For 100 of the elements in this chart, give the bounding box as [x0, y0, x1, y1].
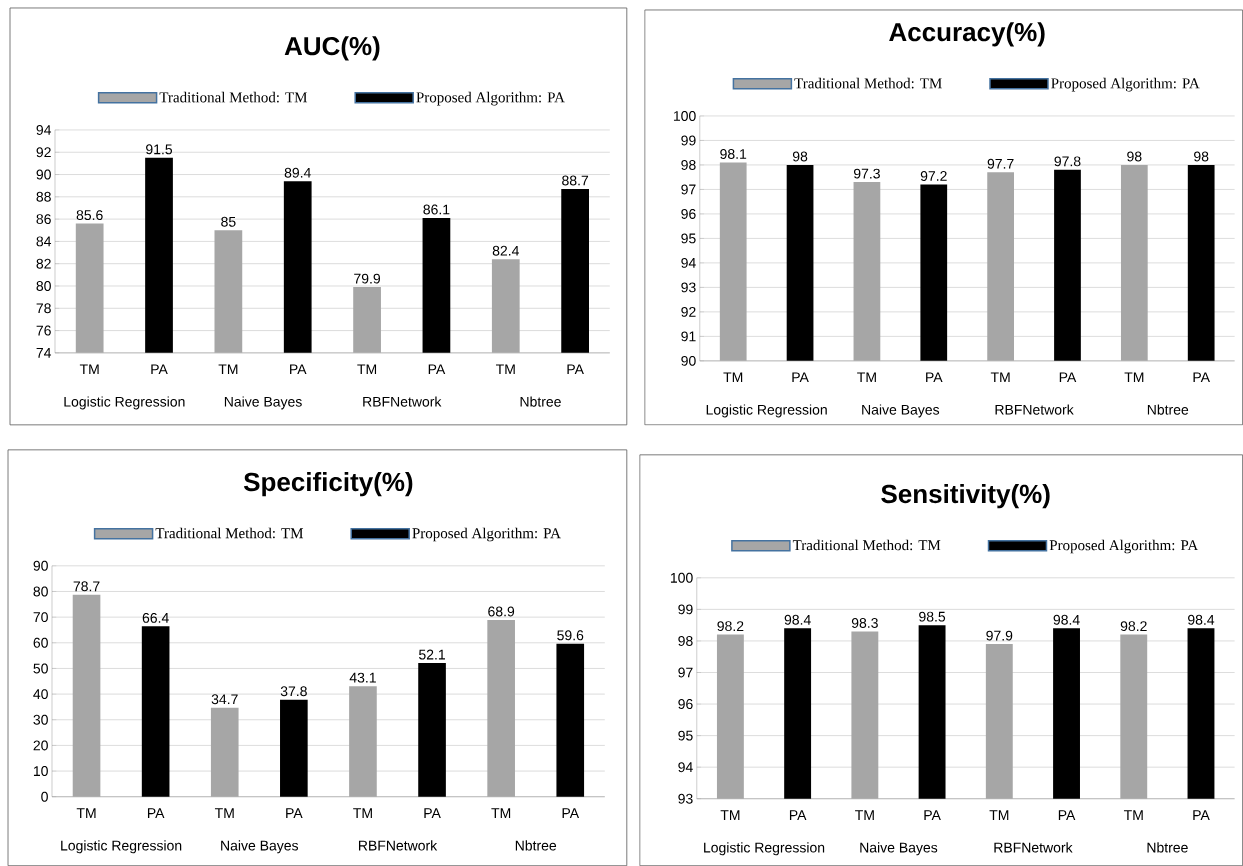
x-tick-label: PA: [1059, 372, 1077, 382]
x-tick-label: PA: [147, 808, 165, 818]
x-tick-label: PA: [1193, 810, 1210, 820]
data-label: 98.1: [720, 148, 747, 159]
x-tick-label: PA: [567, 364, 584, 374]
data-label: 97.8: [1054, 156, 1081, 167]
text: Naive Bayes: [221, 840, 299, 854]
legend-label: Traditional Method: TM: [159, 91, 308, 103]
y-tick-label: 92: [681, 306, 696, 317]
legend-label: Traditional Method: TM: [794, 77, 942, 89]
x-tick-label: TM: [76, 808, 96, 818]
text: RBFNetwork: [995, 404, 1074, 415]
y-tick-label: 78: [36, 303, 51, 314]
legend-label: Proposed Algorithm: PA: [416, 91, 565, 106]
x-tick-label: TM: [353, 808, 372, 818]
data-label: 78.7: [73, 581, 100, 592]
text: RBFNetwork: [358, 840, 438, 851]
text: Logistic Regression: [64, 396, 185, 410]
y-tick-label: 10: [33, 766, 48, 776]
data-label: 88.7: [562, 175, 589, 186]
x-tick-label: PA: [424, 808, 441, 818]
data-label: 37.8: [280, 686, 307, 697]
text: Logistic Regression: [61, 840, 182, 854]
x-tick-label: TM: [1123, 810, 1143, 820]
x-tick-label: PA: [151, 364, 168, 374]
y-tick-label: 99: [678, 604, 693, 615]
x-tick-label: TM: [491, 808, 511, 818]
y-tick-label: 40: [33, 689, 48, 700]
data-label: 86.1: [423, 204, 450, 215]
data-label: 97.2: [920, 171, 947, 181]
text: Naive Bayes: [224, 396, 302, 410]
data-label: 97.7: [987, 158, 1014, 169]
y-tick-label: 98: [678, 635, 693, 646]
y-tick-label: 94: [678, 762, 693, 773]
text: Naive Bayes: [860, 842, 938, 856]
bar: [280, 699, 308, 797]
data-label: 52.1: [419, 649, 445, 660]
text: Logistic Regression: [704, 842, 825, 856]
data-label: 98.2: [717, 621, 744, 632]
chart-title: AUC(%): [284, 36, 380, 61]
y-tick-label: 94: [36, 124, 52, 135]
data-label: 98: [1194, 151, 1209, 162]
x-tick-label: TM: [357, 364, 377, 374]
x-tick-label: TM: [857, 372, 876, 382]
y-tick-label: 97: [681, 184, 696, 195]
data-label: 79.9: [354, 273, 381, 284]
data-label: 98.5: [919, 611, 946, 622]
data-label: 98.2: [1120, 621, 1147, 632]
y-tick-label: 94: [681, 257, 696, 268]
x-tick-label: TM: [989, 810, 1009, 820]
x-tick-label: PA: [792, 372, 809, 382]
legend-label: Proposed Algorithm: PA: [412, 527, 561, 542]
data-label: 98.3: [851, 617, 878, 628]
x-tick-label: TM: [720, 810, 740, 820]
data-label: 66.4: [142, 612, 169, 623]
y-tick-label: 82: [36, 258, 51, 269]
y-tick-label: 50: [33, 663, 48, 674]
y-tick-label: 0: [41, 791, 48, 802]
x-tick-label: PA: [924, 810, 941, 820]
y-tick-label: 93: [681, 282, 696, 293]
x-tick-label: TM: [79, 364, 99, 374]
legend-label: Traditional Method: TM: [792, 539, 941, 551]
text: RBFNetwork: [994, 842, 1073, 853]
y-tick-label: 91: [681, 331, 696, 342]
legend-label: Proposed Algorithm: PA: [1051, 77, 1200, 92]
data-label: 98: [792, 151, 808, 162]
x-tick-label: PA: [290, 364, 307, 374]
chart-title: Sensitivity(%): [881, 484, 1050, 509]
y-tick-label: 86: [36, 214, 51, 225]
x-tick-label: PA: [1058, 810, 1076, 820]
data-label: 68.9: [488, 606, 515, 617]
y-tick-label: 99: [681, 135, 696, 146]
x-tick-label: TM: [214, 808, 234, 818]
y-tick-label: 96: [681, 208, 696, 219]
y-tick-label: 70: [33, 612, 48, 623]
bar: [141, 626, 170, 797]
data-label: 98.4: [1053, 614, 1080, 625]
text: RBFNetwork: [363, 396, 442, 407]
y-tick-label: 90: [681, 355, 696, 366]
y-tick-label: 98: [681, 159, 696, 170]
x-tick-label: TM: [218, 364, 238, 374]
chart-title: Accuracy(%): [889, 22, 1045, 47]
legend-label: Traditional Method: TM: [155, 527, 304, 539]
data-label: 97.3: [853, 168, 880, 179]
y-tick-label: 80: [36, 280, 51, 291]
y-tick-label: 84: [36, 236, 52, 247]
y-tick-label: 20: [33, 740, 48, 751]
y-tick-label: 95: [681, 233, 696, 244]
y-tick-label: 88: [36, 191, 51, 202]
y-tick-label: 96: [678, 699, 693, 709]
bar: [556, 643, 585, 797]
text: Nbtree: [1147, 842, 1188, 853]
data-label: 82.4: [492, 245, 519, 256]
bar: [418, 663, 446, 797]
x-tick-label: TM: [855, 810, 874, 820]
x-tick-label: PA: [286, 808, 303, 818]
data-label: 34.7: [211, 694, 238, 705]
y-tick-label: 76: [36, 325, 51, 336]
data-label: 98.4: [1188, 614, 1215, 625]
data-label: 85: [221, 216, 236, 227]
